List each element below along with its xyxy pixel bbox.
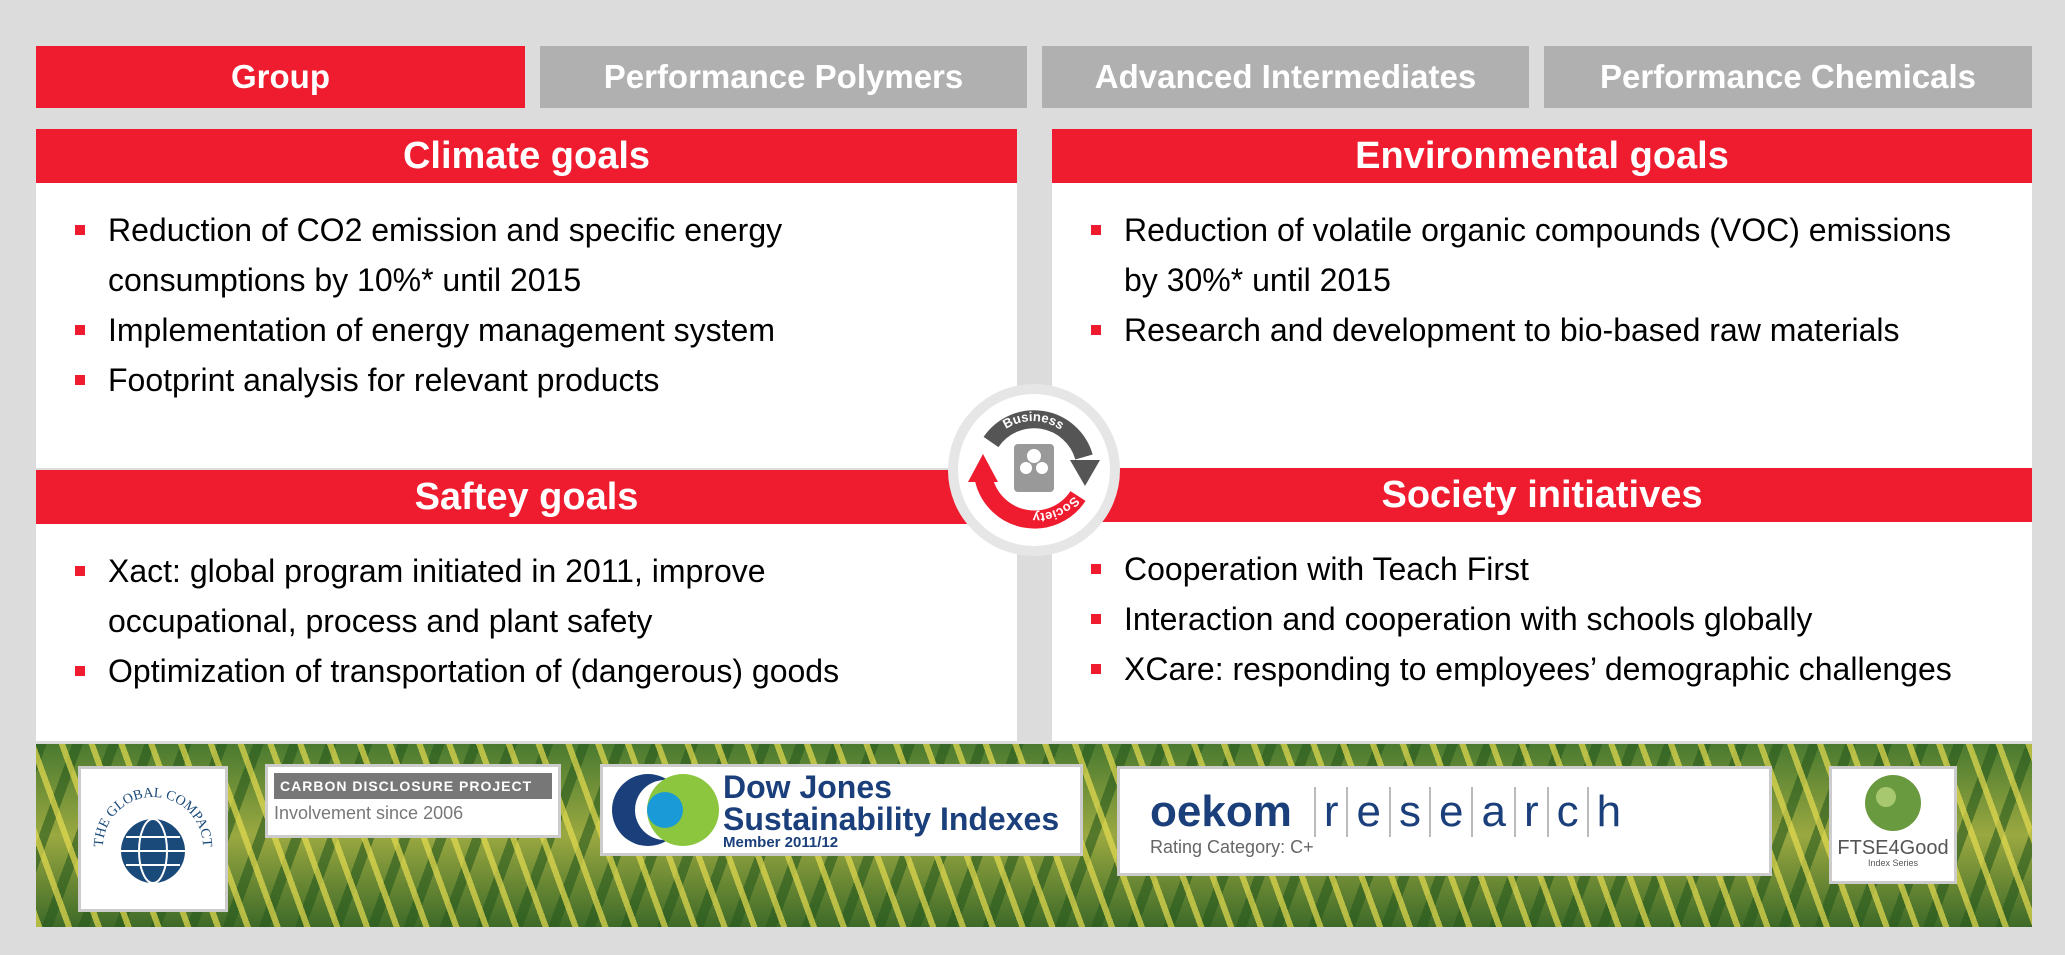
oekom-letter: r — [1313, 787, 1347, 837]
oekom-letter: c — [1546, 787, 1587, 837]
oekom-letter: r — [1513, 787, 1547, 837]
bullet: Implementation of energy management syst… — [75, 305, 958, 355]
djsi-line3: Member 2011/12 — [723, 833, 839, 851]
djsi-icon — [612, 774, 719, 846]
oekom-letter: e — [1428, 787, 1471, 837]
ftse-icon — [1865, 775, 1921, 831]
tab[interactable]: Performance Chemicals — [1544, 46, 2032, 108]
bullet: Research and development to bio-based ra… — [1091, 305, 1974, 355]
bullet: Interaction and cooperation with schools… — [1091, 594, 1974, 644]
cycle-icon: Business Society — [948, 384, 1120, 556]
djsi-line1: Dow Jones — [723, 768, 892, 805]
oekom-letter: h — [1586, 787, 1629, 837]
oekom-brand: oekom — [1150, 787, 1292, 836]
bullet: Cooperation with Teach First — [1091, 544, 1974, 594]
goal-panel: Society initiatives Cooperation with Teac… — [1052, 468, 2032, 741]
bullet: Reduction of volatile organic compounds … — [1091, 205, 1974, 305]
bullet: Xact: global program initiated in 2011, … — [75, 546, 958, 646]
oekom-letter: s — [1388, 787, 1429, 837]
tab[interactable]: Performance Polymers — [540, 46, 1027, 108]
bullet-list: Xact: global program initiated in 2011, … — [75, 546, 958, 696]
cdp-note: Involvement since 2006 — [274, 803, 464, 823]
oekom-letter: e — [1346, 787, 1388, 837]
djsi-line2: Sustainability Indexes — [723, 800, 1060, 837]
logo-strip: THE GLOBAL COMPACT CARBON DISCLOSURE PRO… — [36, 744, 2032, 927]
cdp-name: CARBON DISCLOSURE PROJECT — [274, 773, 552, 799]
bullet: Reduction of CO2 emission and specific e… — [75, 205, 958, 305]
goal-panel: Saftey goals Xact: global program initiat… — [36, 470, 1017, 741]
globe-icon: THE GLOBAL COMPACT — [92, 786, 214, 884]
tab[interactable]: Advanced Intermediates — [1042, 46, 1529, 108]
oekom-rating: Rating Category: C+ — [1150, 837, 1314, 857]
ftse-sub: Index Series — [1867, 858, 1919, 868]
goal-panel: Environmental goals Reduction of volatile… — [1052, 129, 2032, 468]
oekom-letter: a — [1471, 787, 1513, 837]
panel-title: Society initiatives — [1052, 468, 2032, 522]
global-compact-logo: THE GLOBAL COMPACT — [78, 766, 228, 912]
bullet-list: Cooperation with Teach First Interaction … — [1091, 544, 1974, 694]
cdp-logo: CARBON DISCLOSURE PROJECT Involvement si… — [265, 764, 561, 838]
djsi-text: Dow Jones Sustainability Indexes Member … — [723, 771, 1059, 850]
panel-title: Climate goals — [36, 129, 1017, 183]
djsi-logo: Dow Jones Sustainability Indexes Member … — [600, 764, 1083, 856]
bullet: Optimization of transportation of (dange… — [75, 646, 958, 696]
ftse-logo: FTSE4Good Index Series — [1829, 766, 1957, 884]
panel-title: Environmental goals — [1052, 129, 2032, 183]
bullet-list: Reduction of volatile organic compounds … — [1091, 205, 1974, 355]
ftse-name: FTSE4Good — [1837, 837, 1949, 859]
tab[interactable]: Group — [36, 46, 525, 108]
bullet: XCare: responding to employees’ demograp… — [1091, 644, 1974, 694]
bullet: Footprint analysis for relevant products — [75, 355, 958, 405]
bullet-list: Reduction of CO2 emission and specific e… — [75, 205, 958, 405]
panel-title: Saftey goals — [36, 470, 1017, 524]
goal-panel: Climate goals Reduction of CO2 emission a… — [36, 129, 1017, 468]
